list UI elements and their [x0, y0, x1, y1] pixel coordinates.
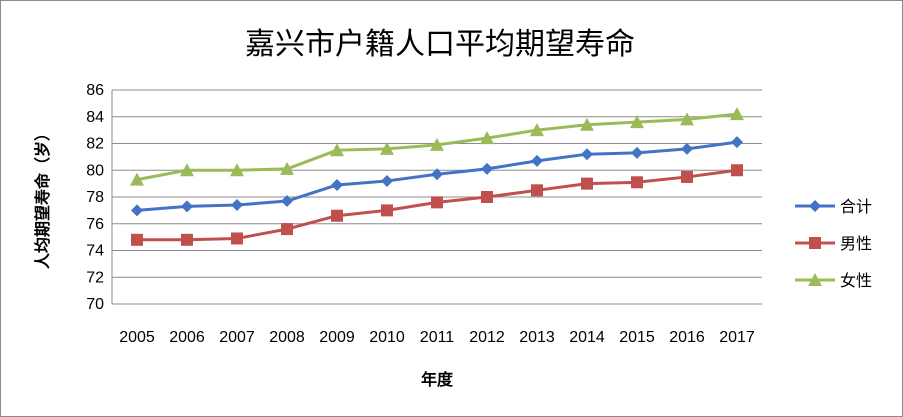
data-point — [731, 164, 743, 177]
series-triangle — [130, 107, 744, 186]
legend-marker — [808, 273, 822, 286]
y-tick-label: 70 — [86, 296, 104, 313]
data-point — [181, 200, 193, 213]
data-point — [431, 168, 443, 181]
data-point — [131, 204, 143, 217]
legend-item: 男性 — [795, 234, 872, 253]
series-diamond — [131, 136, 743, 217]
data-point — [280, 161, 294, 175]
data-point — [631, 176, 643, 189]
data-point — [680, 112, 694, 126]
data-point — [331, 178, 343, 191]
series-square — [131, 164, 743, 246]
x-axis-label: 年度 — [421, 370, 454, 389]
data-point — [231, 232, 243, 245]
x-tick-label: 2009 — [319, 329, 355, 346]
data-point — [480, 131, 494, 145]
legend-label: 男性 — [840, 234, 872, 253]
x-tick-label: 2011 — [420, 329, 455, 346]
y-tick-label: 74 — [86, 243, 104, 260]
x-tick-labels: 2005 2006 2007 2008 2009 2010 2011 2012 2013 2014… — [119, 329, 755, 346]
data-point — [631, 146, 643, 159]
data-point — [230, 163, 244, 177]
data-point — [130, 172, 144, 186]
x-tick-label: 2016 — [669, 329, 705, 346]
data-point — [431, 196, 443, 209]
data-point — [630, 115, 644, 129]
legend-marker — [809, 200, 821, 212]
y-tick-label: 84 — [86, 109, 104, 126]
x-tick-label: 2005 — [119, 329, 155, 346]
y-tick-label: 78 — [86, 189, 104, 206]
data-point — [481, 191, 493, 203]
y-tick-label: 80 — [86, 162, 104, 179]
y-tick-label: 82 — [86, 136, 104, 153]
data-series — [130, 107, 744, 246]
data-point — [581, 148, 593, 161]
data-point — [231, 199, 243, 212]
data-point — [581, 177, 593, 190]
y-tick-label: 72 — [86, 269, 104, 286]
data-point — [381, 204, 393, 217]
x-tick-label: 2015 — [619, 329, 655, 346]
data-point — [430, 137, 444, 151]
x-tick-label: 2013 — [519, 329, 555, 346]
data-point — [681, 142, 693, 155]
x-tick-label: 2017 — [719, 329, 755, 346]
legend-label: 合计 — [840, 197, 872, 216]
data-point — [180, 163, 194, 177]
data-point — [131, 233, 143, 246]
y-tick-label: 76 — [86, 216, 104, 233]
y-tick-labels: 70 72 74 76 78 80 82 84 86 — [86, 82, 104, 313]
gridlines — [111, 89, 762, 305]
data-point — [681, 170, 693, 183]
data-point — [281, 223, 293, 236]
data-point — [731, 136, 743, 149]
y-axis-label: 人均期望寿命（岁） — [33, 125, 52, 269]
data-point — [181, 233, 193, 246]
chart-title: 嘉兴市户籍人口平均期望寿命 — [245, 27, 635, 62]
data-point — [531, 184, 543, 197]
x-tick-label: 2008 — [269, 329, 305, 346]
legend-item: 合计 — [795, 197, 872, 216]
x-tick-label: 2010 — [369, 329, 405, 346]
data-point — [331, 209, 343, 222]
legend-marker — [809, 237, 821, 249]
x-tick-label: 2012 — [469, 329, 505, 346]
data-point — [530, 123, 544, 137]
data-point — [531, 154, 543, 167]
data-point — [481, 162, 493, 175]
data-point — [730, 107, 744, 121]
x-tick-label: 2014 — [569, 329, 605, 346]
y-tick-label: 86 — [86, 82, 104, 99]
x-tick-label: 2006 — [169, 329, 205, 346]
x-tick-label: 2007 — [219, 329, 255, 346]
data-point — [330, 143, 344, 157]
data-point — [380, 141, 394, 155]
data-point — [381, 174, 393, 187]
data-point — [580, 117, 594, 131]
legend-label: 女性 — [840, 271, 872, 290]
data-point — [281, 195, 293, 208]
legend-item: 女性 — [795, 271, 872, 290]
